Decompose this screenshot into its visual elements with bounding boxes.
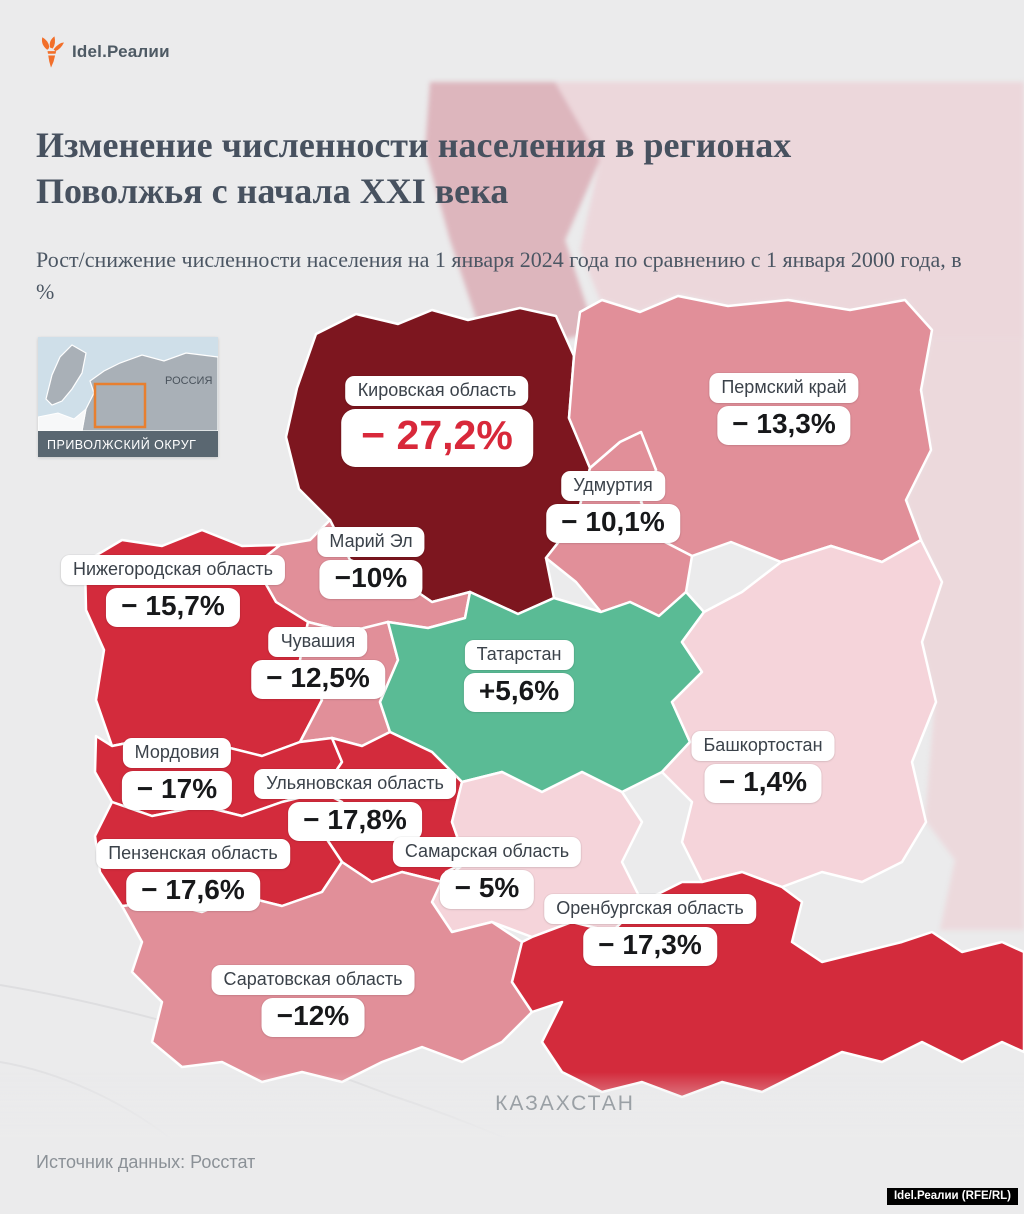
faded-shape-north: [425, 82, 600, 345]
region-name: Башкортостан: [691, 731, 835, 761]
region-value: − 13,3%: [717, 406, 851, 445]
region-value: − 1,4%: [704, 764, 822, 803]
locator-map-graphic: РОССИЯ ПРИВОЛЖСКИЙ ОКРУГ: [37, 337, 219, 457]
region-label-penzenskaya-oblast: Пензенская область − 17,6%: [96, 839, 290, 911]
locator-inset-map: РОССИЯ ПРИВОЛЖСКИЙ ОКРУГ: [37, 337, 219, 457]
region-label-udmurtia: Удмуртия − 10,1%: [546, 471, 680, 543]
region-name: Саратовская область: [211, 965, 415, 995]
region-value: − 17,3%: [583, 927, 717, 966]
region-name: Пензенская область: [96, 839, 290, 869]
inset-caption-bar: [38, 431, 218, 457]
region-value: −10%: [319, 560, 423, 599]
region-label-saratovskaya-oblast: Саратовская область −12%: [211, 965, 415, 1037]
inset-russia-label: РОССИЯ: [165, 375, 212, 387]
faded-shape-northeast: [555, 82, 1024, 338]
page-title: Изменение численности населения в регион…: [36, 125, 792, 212]
faded-shape-east: [905, 338, 1024, 930]
region-label-mariy-el: Марий Эл −10%: [317, 527, 425, 599]
region-name: Марий Эл: [317, 527, 425, 557]
region-name: Мордовия: [122, 738, 232, 768]
region-value: − 17%: [121, 771, 233, 810]
region-value: − 5%: [439, 870, 535, 909]
region-value: − 17,6%: [126, 872, 260, 911]
region-label-samarskaya-oblast: Самарская область − 5%: [392, 837, 582, 909]
region-value: − 17,8%: [288, 802, 422, 841]
region-label-chuvashia: Чувашия − 12,5%: [251, 627, 385, 699]
region-name: Ульяновская область: [254, 769, 456, 799]
torch-icon: [41, 36, 64, 68]
region-value: − 27,2%: [341, 409, 533, 467]
region-value: −12%: [261, 998, 365, 1037]
region-name: Оренбургская область: [544, 894, 756, 924]
region-name: Пермский край: [709, 373, 859, 403]
faded-background-regions: [425, 82, 1024, 930]
region-label-kirovskaya-oblast: Кировская область − 27,2%: [341, 376, 533, 467]
region-shape-bashkortostan: [660, 538, 944, 889]
logo-text: Idel.Реалии: [72, 42, 170, 61]
region-label-mordovia: Мордовия − 17%: [121, 738, 233, 810]
inset-scandinavia: [45, 344, 87, 406]
region-name: Кировская область: [345, 376, 529, 406]
region-label-bashkortostan: Башкортостан − 1,4%: [691, 731, 835, 803]
inset-highlight-frame: [93, 382, 147, 429]
region-name: Нижегородская область: [60, 555, 286, 585]
map-bottom-fade: [0, 1072, 1024, 1157]
region-name: Самарская область: [392, 837, 582, 867]
region-name: Удмуртия: [561, 471, 665, 501]
region-value: − 12,5%: [251, 660, 385, 699]
region-name: Чувашия: [268, 627, 368, 657]
region-value: − 10,1%: [546, 504, 680, 543]
region-label-permsky-krai: Пермский край − 13,3%: [709, 373, 859, 445]
region-label-orenburgskaya-oblast: Оренбургская область − 17,3%: [544, 894, 756, 966]
region-label-tatarstan: Татарстан +5,6%: [463, 640, 575, 712]
region-value: +5,6%: [463, 673, 575, 712]
region-name: Татарстан: [464, 640, 574, 670]
page-subtitle: Рост/снижение численности населения на 1…: [36, 247, 962, 304]
region-label-nizhegorodskaya-oblast: Нижегородская область − 15,7%: [60, 555, 286, 627]
region-label-ulyanovskaya-oblast: Ульяновская область − 17,8%: [254, 769, 456, 841]
data-source-note: Источник данных: Росстат: [36, 1152, 256, 1172]
site-logo: Idel.Реалии: [38, 34, 170, 70]
inset-district-label: ПРИВОЛЖСКИЙ ОКРУГ: [47, 437, 196, 452]
credit-badge: Idel.Реалии (RFE/RL): [886, 1188, 1018, 1205]
kazakhstan-label: КАЗАХСТАН: [495, 1092, 635, 1115]
region-value: − 15,7%: [106, 588, 240, 627]
